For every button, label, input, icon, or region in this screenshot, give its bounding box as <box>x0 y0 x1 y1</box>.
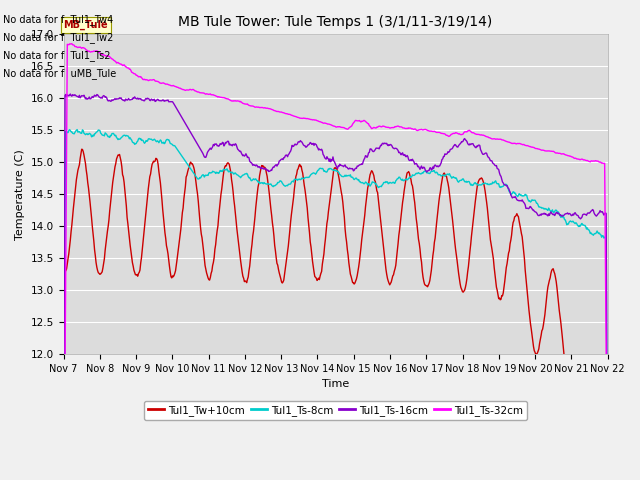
Text: No data for f  uMB_Tule: No data for f uMB_Tule <box>3 68 116 79</box>
Y-axis label: Temperature (C): Temperature (C) <box>15 149 25 240</box>
Text: No data for f  Tul1_Tw4: No data for f Tul1_Tw4 <box>3 13 113 24</box>
Text: No data for f  Tul1_Ts2: No data for f Tul1_Ts2 <box>3 50 111 61</box>
Title: MB Tule Tower: Tule Temps 1 (3/1/11-3/19/14): MB Tule Tower: Tule Temps 1 (3/1/11-3/19… <box>179 15 493 29</box>
Legend: Tul1_Tw+10cm, Tul1_Ts-8cm, Tul1_Ts-16cm, Tul1_Ts-32cm: Tul1_Tw+10cm, Tul1_Ts-8cm, Tul1_Ts-16cm,… <box>144 401 527 420</box>
Text: MB_Tule: MB_Tule <box>63 20 108 30</box>
Text: No data for f  Tul1_Tw2: No data for f Tul1_Tw2 <box>3 32 113 43</box>
X-axis label: Time: Time <box>322 379 349 389</box>
